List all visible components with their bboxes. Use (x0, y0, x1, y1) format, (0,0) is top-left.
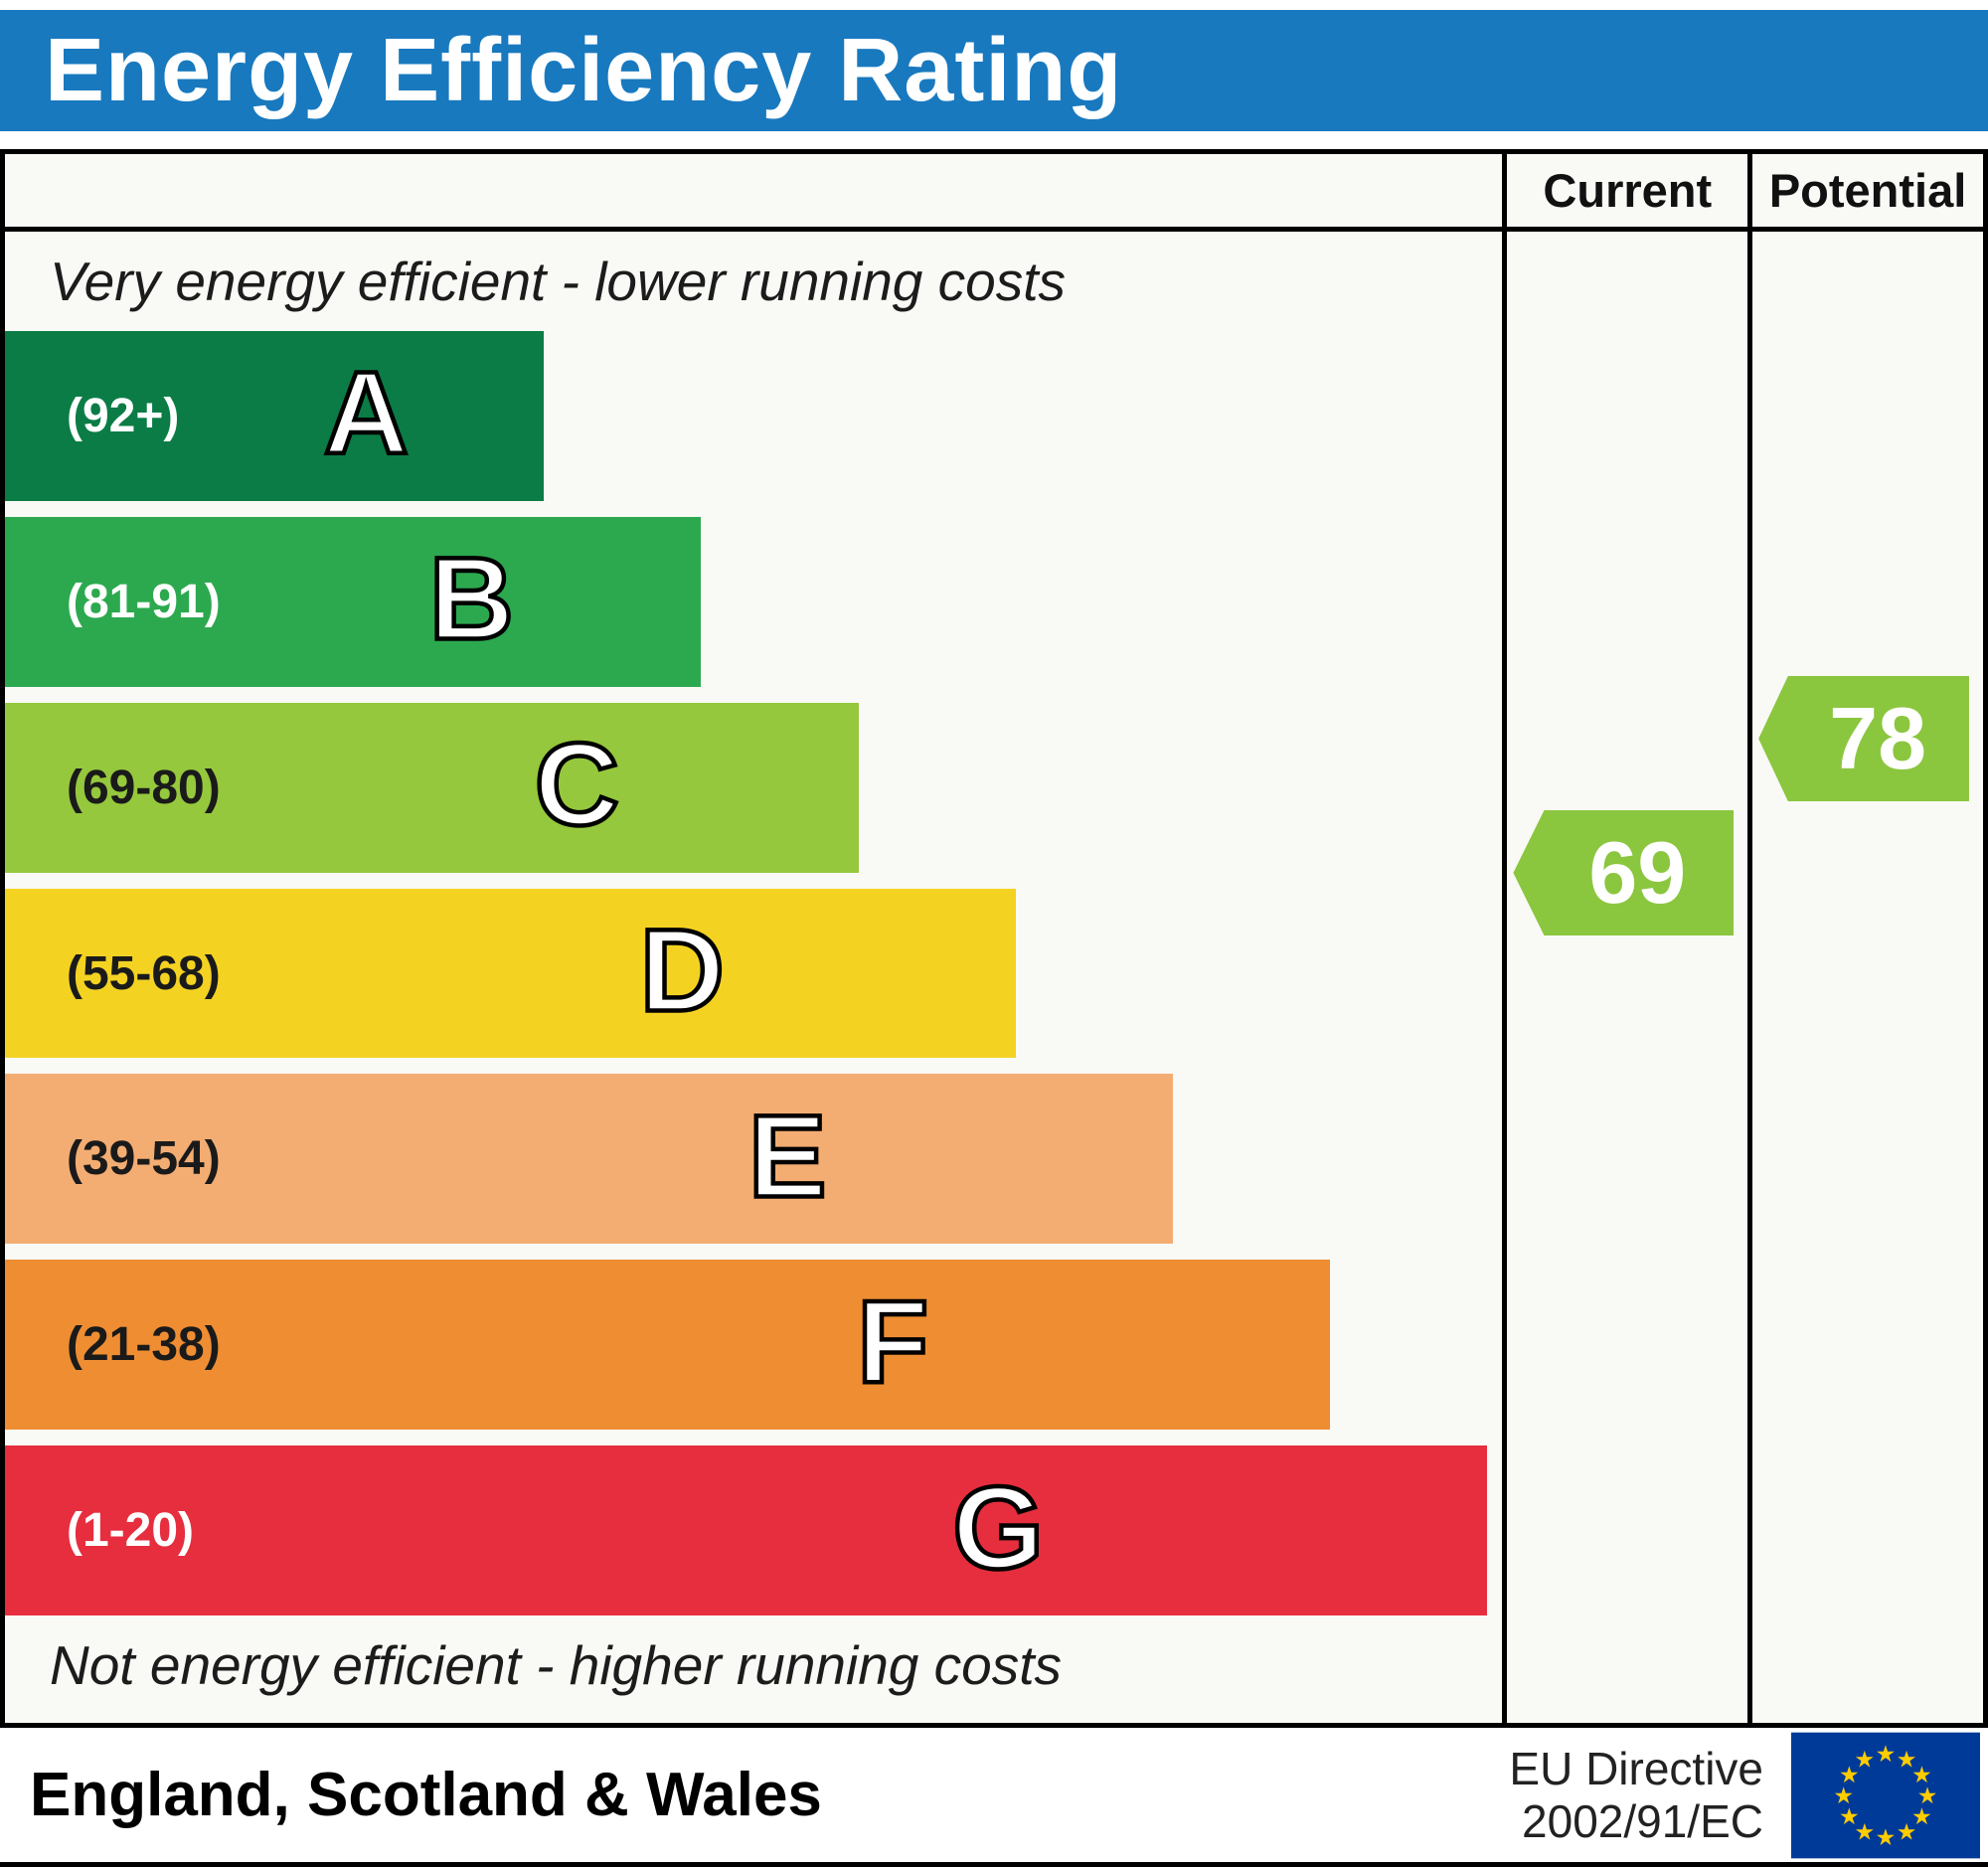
band-range-label: (92+) (67, 389, 180, 442)
eu-flag-icon: ★ ★ ★ ★ ★ ★ ★ ★ ★ ★ ★ ★ (1791, 1732, 1980, 1859)
epc-chart: Current Potential Very energy efficient … (0, 149, 1988, 1728)
eu-flag-stars: ★ ★★★★★★★★★★★ (1791, 1732, 1980, 1858)
band-range-label: (69-80) (67, 761, 221, 814)
band-row-a: (92+) A (5, 331, 1502, 501)
svg-text:★: ★ (1833, 1782, 1854, 1808)
band-range-label: (55-68) (67, 946, 221, 1000)
potential-rating-arrow: 78 (1758, 676, 1969, 801)
band-row-f: (21-38) F (5, 1260, 1502, 1431)
svg-text:★: ★ (1917, 1782, 1938, 1808)
footer-region-label: England, Scotland & Wales (30, 1761, 822, 1829)
title-bar: Energy Efficiency Rating (0, 10, 1988, 131)
band-bar-f: (21-38) F (5, 1260, 1331, 1431)
band-row-b: (81-91) B (5, 516, 1502, 687)
current-column: 69 (1502, 232, 1747, 1723)
bands-list: (92+) A (81-91) B (69-80) C (5, 331, 1502, 1616)
band-bar-e: (39-54) E (5, 1074, 1173, 1245)
band-range-label: (1-20) (67, 1504, 195, 1558)
svg-text:★: ★ (1876, 1740, 1897, 1766)
svg-text:★: ★ (1854, 1818, 1875, 1844)
header-cell-potential: Potential (1747, 154, 1983, 227)
current-rating-value: 69 (1588, 823, 1687, 922)
band-range-label: (39-54) (67, 1132, 221, 1186)
footer: England, Scotland & Wales EU Directive 2… (0, 1728, 1988, 1867)
header-cell-current: Current (1502, 154, 1747, 227)
note-not-efficient: Not energy efficient - higher running co… (50, 1634, 1063, 1696)
band-letter: G (950, 1462, 1046, 1595)
potential-rating-value: 78 (1829, 689, 1927, 787)
svg-text:★: ★ (1911, 1803, 1932, 1829)
bands-column: Very energy efficient - lower running co… (5, 232, 1502, 1723)
chart-header-row: Current Potential (5, 154, 1983, 232)
svg-text:★: ★ (1854, 1746, 1875, 1772)
potential-column: 78 (1747, 232, 1983, 1723)
band-row-e: (39-54) E (5, 1074, 1502, 1245)
svg-text:★: ★ (1911, 1761, 1932, 1786)
eu-directive-line1: EU Directive (1509, 1742, 1763, 1794)
svg-text:★: ★ (1839, 1761, 1860, 1786)
band-letter: B (426, 533, 516, 665)
svg-text:★: ★ (1897, 1746, 1917, 1772)
band-row-g: (1-20) G (5, 1445, 1502, 1616)
current-rating-arrow: 69 (1513, 810, 1735, 935)
svg-text:★: ★ (1876, 1824, 1897, 1850)
svg-text:★: ★ (1839, 1803, 1860, 1829)
eu-directive-label: EU Directive 2002/91/EC (1509, 1743, 1763, 1848)
band-letter: D (637, 905, 727, 1037)
page-title: Energy Efficiency Rating (45, 20, 1123, 120)
svg-text:★: ★ (1897, 1818, 1917, 1844)
header-cell-empty (5, 154, 1502, 227)
band-letter: E (746, 1091, 829, 1223)
note-very-efficient: Very energy efficient - lower running co… (50, 251, 1067, 312)
band-letter: C (532, 719, 621, 851)
eu-directive-line2: 2002/91/EC (1522, 1794, 1763, 1847)
band-row-d: (55-68) D (5, 888, 1502, 1059)
band-row-c: (69-80) C (5, 702, 1502, 873)
band-bar-b: (81-91) B (5, 516, 702, 687)
chart-body: Very energy efficient - lower running co… (5, 232, 1983, 1723)
band-bar-g: (1-20) G (5, 1445, 1488, 1616)
band-bar-c: (69-80) C (5, 702, 859, 873)
band-bar-a: (92+) A (5, 331, 545, 501)
band-letter: A (321, 348, 411, 480)
band-range-label: (81-91) (67, 575, 221, 628)
band-letter: F (855, 1276, 931, 1409)
band-range-label: (21-38) (67, 1318, 221, 1372)
band-bar-d: (55-68) D (5, 888, 1016, 1059)
